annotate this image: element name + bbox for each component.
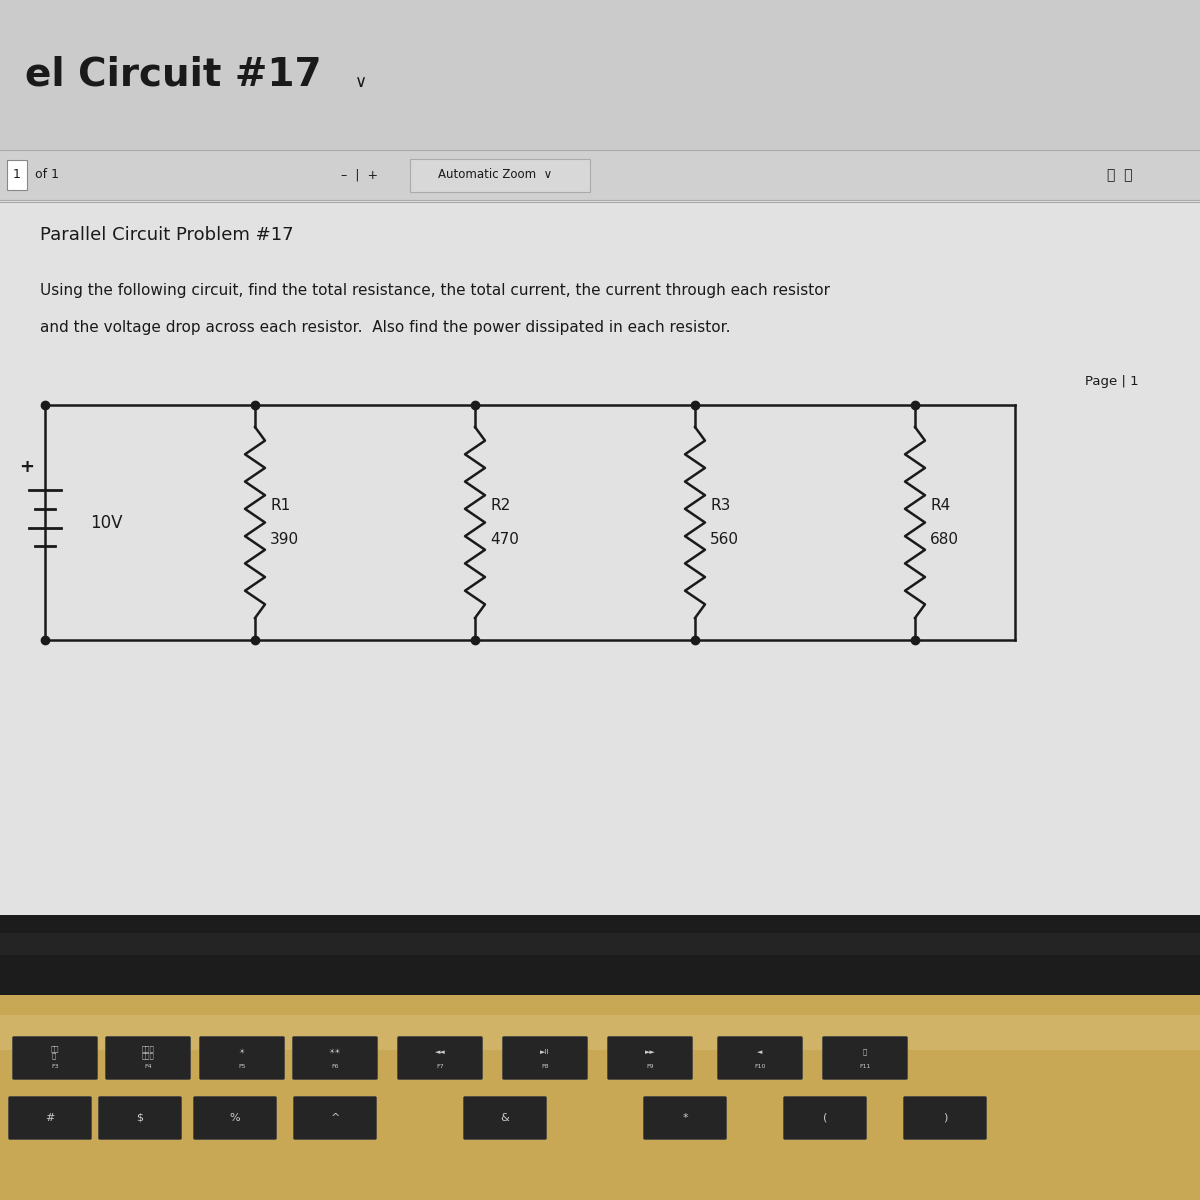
Text: ►►: ►► <box>644 1049 655 1055</box>
Text: F9: F9 <box>646 1063 654 1068</box>
Text: Parallel Circuit Problem #17: Parallel Circuit Problem #17 <box>40 226 294 244</box>
FancyBboxPatch shape <box>7 160 28 190</box>
Text: 🔖  ⤢: 🔖 ⤢ <box>1108 168 1133 182</box>
Text: 1: 1 <box>13 168 20 181</box>
Text: (: ( <box>823 1114 827 1123</box>
FancyBboxPatch shape <box>106 1037 191 1080</box>
FancyBboxPatch shape <box>607 1037 692 1080</box>
Text: ☀☀: ☀☀ <box>329 1049 341 1055</box>
Text: R1: R1 <box>270 498 290 514</box>
FancyBboxPatch shape <box>0 0 1200 150</box>
Text: 390: 390 <box>270 532 299 547</box>
FancyBboxPatch shape <box>12 1037 97 1080</box>
Text: ◄◄: ◄◄ <box>434 1049 445 1055</box>
Text: F3: F3 <box>52 1063 59 1068</box>
FancyBboxPatch shape <box>463 1097 546 1140</box>
FancyBboxPatch shape <box>718 1037 803 1080</box>
Text: ): ) <box>943 1114 947 1123</box>
Text: 680: 680 <box>930 532 959 547</box>
FancyBboxPatch shape <box>0 1015 1200 1050</box>
FancyBboxPatch shape <box>784 1097 866 1140</box>
FancyBboxPatch shape <box>0 150 1200 200</box>
Text: ⬛⬛⬛
⬛⬛⬛: ⬛⬛⬛ ⬛⬛⬛ <box>142 1045 155 1060</box>
Text: R2: R2 <box>490 498 510 514</box>
Text: Page | 1: Page | 1 <box>1085 376 1139 389</box>
Text: –  |  +: – | + <box>342 168 378 181</box>
FancyBboxPatch shape <box>98 1097 181 1140</box>
FancyBboxPatch shape <box>294 1097 377 1140</box>
FancyBboxPatch shape <box>503 1037 588 1080</box>
FancyBboxPatch shape <box>0 200 1200 920</box>
Text: Using the following circuit, find the total resistance, the total current, the c: Using the following circuit, find the to… <box>40 282 830 298</box>
Text: ►II: ►II <box>540 1049 550 1055</box>
FancyBboxPatch shape <box>0 0 1200 920</box>
FancyBboxPatch shape <box>643 1097 726 1140</box>
FancyBboxPatch shape <box>904 1097 986 1140</box>
Text: %: % <box>229 1114 240 1123</box>
FancyBboxPatch shape <box>293 1037 378 1080</box>
FancyBboxPatch shape <box>199 1037 284 1080</box>
Text: el Circuit #17: el Circuit #17 <box>25 56 322 94</box>
FancyBboxPatch shape <box>0 934 1200 955</box>
FancyBboxPatch shape <box>8 1097 91 1140</box>
Text: 560: 560 <box>710 532 739 547</box>
Text: ☀: ☀ <box>239 1049 245 1055</box>
Text: 470: 470 <box>490 532 518 547</box>
Text: F8: F8 <box>541 1063 548 1068</box>
Text: ^: ^ <box>330 1114 340 1123</box>
Text: ◄: ◄ <box>757 1049 763 1055</box>
Text: +: + <box>19 458 35 476</box>
Text: F7: F7 <box>436 1063 444 1068</box>
Text: R4: R4 <box>930 498 950 514</box>
FancyBboxPatch shape <box>0 914 1200 1000</box>
Text: #: # <box>46 1114 55 1123</box>
Text: F6: F6 <box>331 1063 338 1068</box>
FancyBboxPatch shape <box>0 995 1200 1200</box>
Text: ∨: ∨ <box>355 73 367 91</box>
FancyBboxPatch shape <box>397 1037 482 1080</box>
Text: &: & <box>500 1114 509 1123</box>
Text: R3: R3 <box>710 498 731 514</box>
FancyBboxPatch shape <box>193 1097 276 1140</box>
Text: *: * <box>682 1114 688 1123</box>
Text: and the voltage drop across each resistor.  Also find the power dissipated in ea: and the voltage drop across each resisto… <box>40 320 731 336</box>
Text: F5: F5 <box>239 1063 246 1068</box>
Text: Automatic Zoom  ∨: Automatic Zoom ∨ <box>438 168 552 181</box>
Text: F4: F4 <box>144 1063 152 1068</box>
FancyBboxPatch shape <box>822 1037 907 1080</box>
Text: $: $ <box>137 1114 144 1123</box>
Text: 10V: 10V <box>90 514 122 532</box>
Text: 🔊: 🔊 <box>863 1049 868 1055</box>
Text: ⬛⬛
⬛: ⬛⬛ ⬛ <box>50 1045 59 1060</box>
Text: of 1: of 1 <box>35 168 59 181</box>
Text: F11: F11 <box>859 1063 871 1068</box>
Text: F10: F10 <box>755 1063 766 1068</box>
FancyBboxPatch shape <box>410 158 590 192</box>
